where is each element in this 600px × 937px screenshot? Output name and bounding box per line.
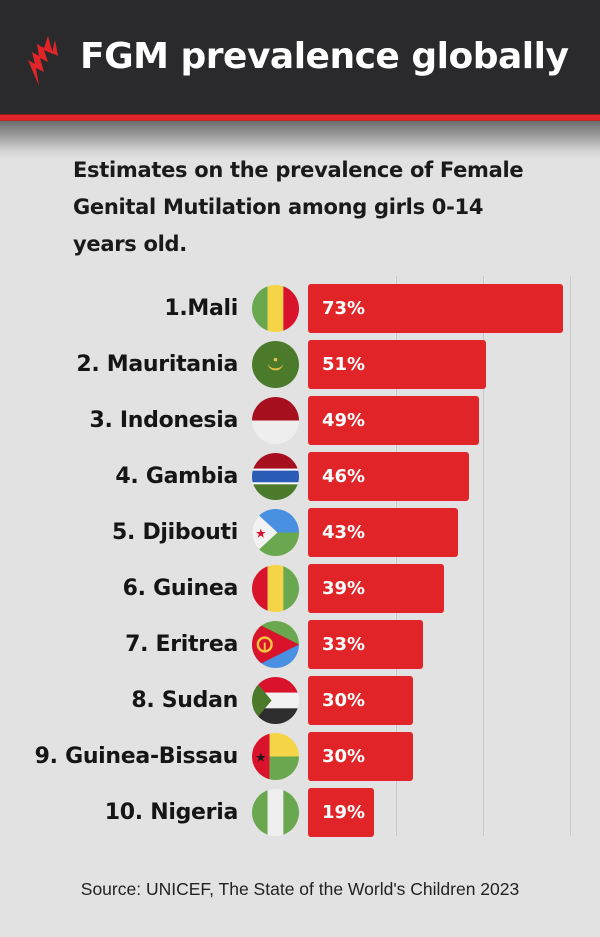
bar-value-label: 33% [322, 634, 366, 655]
chart-row-nigeria: 10. Nigeria 19% [0, 788, 600, 837]
country-label: 4. Gambia [115, 464, 238, 489]
guinea-bissau-flag-icon [252, 733, 299, 780]
header-shadow [0, 121, 600, 159]
country-label: 10. Nigeria [104, 800, 239, 825]
chart-subtitle: Estimates on the prevalence of Female Ge… [73, 158, 524, 256]
gambia-flag-icon [252, 453, 299, 500]
page-title: FGM prevalence globally [80, 36, 569, 77]
mali-flag-icon [252, 285, 299, 332]
bar-value-label: 46% [322, 466, 366, 487]
bar: 46% [308, 452, 469, 501]
gridline-50 [483, 276, 484, 836]
bar: 33% [308, 620, 424, 669]
bar: 73% [308, 284, 563, 333]
chart-row-guinea: 6. Guinea 39% [0, 564, 600, 613]
chart-row-mauritania: 2. Mauritania 51% [0, 340, 600, 389]
bar: 49% [308, 396, 480, 445]
bar: 39% [308, 564, 445, 613]
source-note: Source: UNICEF, The State of the World's… [80, 879, 520, 899]
chart-row-sudan: 8. Sudan 30% [0, 676, 600, 725]
country-label: 5. Djibouti [112, 520, 238, 545]
eritrea-flag-icon [252, 621, 299, 668]
chart-row-eritrea: 7. Eritrea 33% [0, 620, 600, 669]
bar: 30% [308, 676, 413, 725]
bar-value-label: 39% [322, 578, 366, 599]
guinea-flag-icon [252, 565, 299, 612]
bar: 51% [308, 340, 487, 389]
bar: 43% [308, 508, 459, 557]
country-label: 1.Mali [164, 296, 238, 321]
bar: 19% [308, 788, 375, 837]
djibouti-flag-icon [252, 509, 299, 556]
bar-value-label: 19% [322, 802, 366, 823]
bar-value-label: 30% [322, 690, 366, 711]
chart-row-guinea-bissau: 9. Guinea-Bissau 30% [0, 732, 600, 781]
bar-value-label: 30% [322, 746, 366, 767]
chart-row-mali: 1.Mali 73% [0, 284, 600, 333]
country-label: 8. Sudan [131, 688, 238, 713]
country-label: 2. Mauritania [76, 352, 238, 377]
country-label: 6. Guinea [122, 576, 239, 601]
header-bar: FGM prevalence globally [0, 0, 600, 115]
bar: 30% [308, 732, 413, 781]
bar-value-label: 43% [322, 522, 366, 543]
gridline-75 [570, 276, 571, 836]
bar-value-label: 73% [322, 298, 366, 319]
country-label: 9. Guinea-Bissau [34, 744, 239, 769]
chart-row-djibouti: 5. Djibouti 43% [0, 508, 600, 557]
accent-stripe [0, 114, 600, 121]
country-label: 3. Indonesia [89, 408, 239, 433]
country-label: 7. Eritrea [125, 632, 238, 657]
mauritania-flag-icon [252, 341, 299, 388]
nigeria-flag-icon [252, 789, 299, 836]
bar-value-label: 51% [322, 354, 366, 375]
chart-row-gambia: 4. Gambia 46% [0, 452, 600, 501]
sbs-logo-icon [28, 36, 58, 86]
sudan-flag-icon [252, 677, 299, 724]
chart-row-indonesia: 3. Indonesia 49% [0, 396, 600, 445]
indonesia-flag-icon [252, 397, 299, 444]
bar-value-label: 49% [322, 410, 366, 431]
